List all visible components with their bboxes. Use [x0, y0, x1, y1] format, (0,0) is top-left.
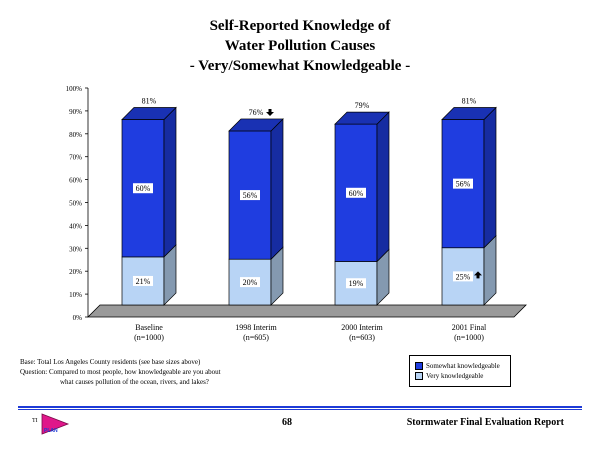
arrow-down-icon: [266, 108, 274, 116]
data-label-very: 19%: [349, 279, 364, 288]
footer-rule-thin: [18, 409, 582, 410]
arrow-up-icon: [474, 271, 482, 279]
title-line-1: Self-Reported Knowledge of: [209, 18, 391, 34]
data-label-bg: [133, 275, 153, 286]
bar-segment-somewhat-side: [270, 118, 284, 261]
svg-text:TI: TI: [32, 418, 38, 424]
x-tick-label: Baseline: [135, 323, 163, 332]
data-label-somewhat: 60%: [349, 189, 364, 198]
data-label-bg: [453, 271, 473, 282]
data-label-bg: [133, 183, 153, 194]
chart-title: Self-Reported Knowledge of Water Polluti…: [0, 16, 600, 76]
bar-segment-somewhat-side: [483, 106, 497, 249]
report-title: Stormwater Final Evaluation Report: [406, 417, 564, 428]
title-line-3: - Very/Somewhat Knowledgeable -: [189, 58, 411, 74]
page-number: 68: [282, 417, 292, 428]
title-line-2: Water Pollution Causes: [224, 38, 376, 54]
x-tick-label: (n=603): [349, 333, 375, 342]
x-tick-label: 1998 Interim: [235, 323, 277, 332]
legend-swatch-very: [415, 372, 423, 380]
footer-rule: [18, 406, 582, 408]
x-tick-label: 2000 Interim: [341, 323, 383, 332]
x-tick-label: 2001 Final: [452, 323, 487, 332]
chart-legend: Somewhat knowledgeable Very knowledgeabl…: [409, 355, 511, 387]
legend-swatch-somewhat: [415, 362, 423, 370]
y-tick-label: 10%: [69, 291, 82, 299]
legend-label-very: Very knowledgeable: [426, 372, 484, 380]
bar-top-face: [441, 107, 497, 120]
data-label-very: 21%: [136, 277, 151, 286]
logo-icon: TI PLAN: [32, 413, 70, 435]
chart-floor: [87, 304, 527, 318]
data-label-total: 81%: [462, 97, 477, 106]
bar-segment-somewhat: [121, 119, 165, 258]
data-label-very: 20%: [243, 278, 258, 287]
logo-text: PLAN: [44, 428, 58, 434]
bar-top-face: [121, 107, 177, 120]
y-tick-label: 90%: [69, 108, 82, 116]
y-tick-label: 30%: [69, 245, 82, 253]
data-label-somewhat: 60%: [136, 184, 151, 193]
data-label-somewhat: 56%: [243, 191, 258, 200]
data-label-total: 79%: [355, 101, 370, 110]
bar-top-face: [228, 118, 284, 132]
data-label-bg: [346, 187, 366, 198]
base-note: Base: Total Los Angeles County residents…: [20, 358, 201, 366]
y-tick-label: 70%: [69, 154, 82, 162]
data-label-bg: [453, 178, 473, 189]
y-tick-label: 40%: [69, 222, 82, 230]
x-tick-label: (n=1000): [454, 333, 484, 342]
data-label-somewhat: 56%: [456, 180, 471, 189]
y-tick-label: 20%: [69, 268, 82, 276]
x-tick-label: (n=1000): [134, 333, 164, 342]
y-tick-label: 100%: [66, 85, 83, 93]
legend-item-somewhat: Somewhat knowledgeable: [415, 362, 505, 370]
x-tick-label: (n=605): [243, 333, 269, 342]
legend-item-very: Very knowledgeable: [415, 372, 505, 380]
data-label-bg: [240, 277, 260, 288]
y-tick-label: 60%: [69, 177, 82, 185]
chart-notes: Base: Total Los Angeles County residents…: [20, 357, 221, 387]
bar-top-face: [334, 111, 390, 125]
question-note-line2: what causes pollution of the ocean, rive…: [60, 378, 209, 386]
data-label-bg: [240, 190, 260, 201]
bar-segment-somewhat-side: [163, 106, 177, 258]
data-label-bg: [346, 278, 366, 289]
data-label-total: 81%: [142, 97, 157, 106]
y-tick-label: 50%: [69, 200, 82, 208]
question-note-line1: Question: Compared to most people, how k…: [20, 368, 221, 376]
y-tick-label: 80%: [69, 131, 82, 139]
y-tick-label: 0%: [73, 314, 83, 322]
bar-segment-somewhat-side: [376, 111, 390, 263]
data-label-very: 25%: [456, 272, 471, 281]
legend-label-somewhat: Somewhat knowledgeable: [426, 362, 500, 370]
data-label-total: 76%: [249, 108, 264, 117]
